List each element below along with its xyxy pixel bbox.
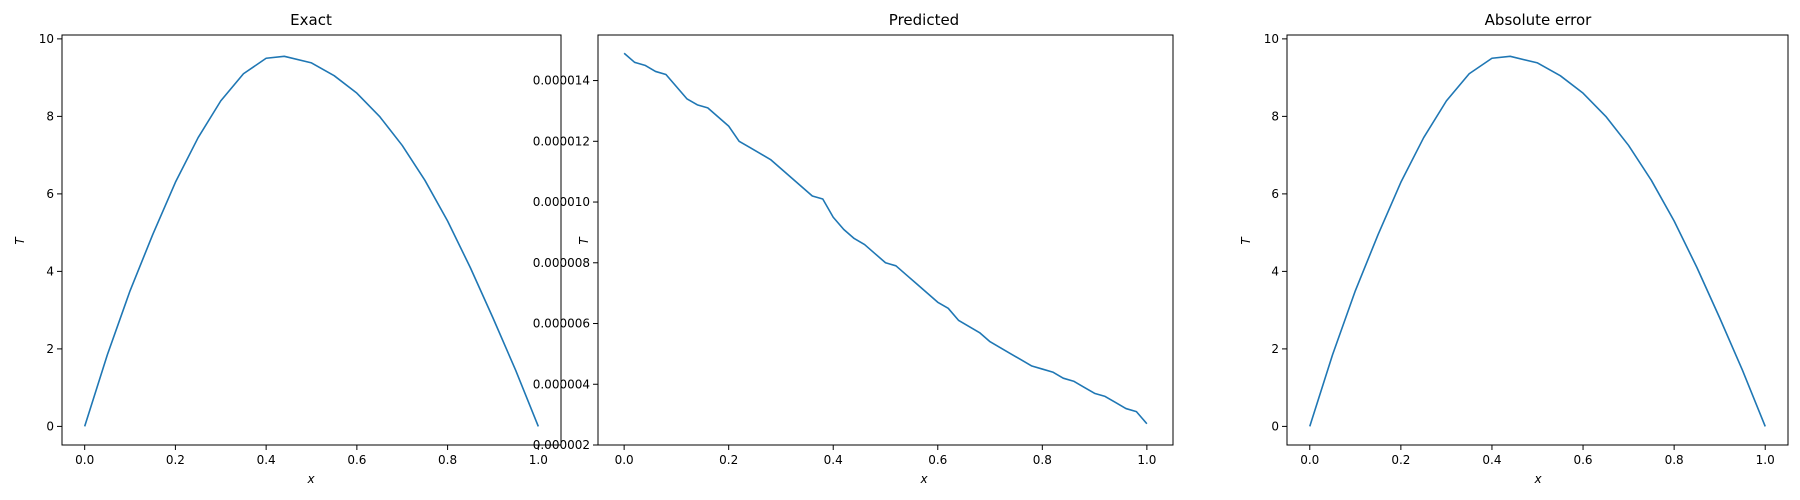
x-tick-label: 0.8 bbox=[438, 453, 457, 467]
y-tick-label: 0.000004 bbox=[533, 377, 590, 391]
x-tick-label: 0.6 bbox=[347, 453, 366, 467]
series-line bbox=[1309, 55, 1766, 427]
y-tick-label: 4 bbox=[1271, 264, 1279, 278]
x-tick-label: 0.0 bbox=[75, 453, 94, 467]
y-tick-label: 2 bbox=[1271, 342, 1279, 356]
x-tick-label: 0.4 bbox=[1482, 453, 1501, 467]
series-line bbox=[83, 55, 540, 427]
x-tick-label: 0.6 bbox=[928, 453, 947, 467]
panel-absolute-error: Absolute error x T 0.0 0.2 0.4 0.6 0.8 1.0 0 2 4… bbox=[1239, 11, 1789, 486]
x-tick-label: 1.0 bbox=[529, 453, 548, 467]
x-tick-label: 0.8 bbox=[1665, 453, 1684, 467]
x-tick-label: 0.6 bbox=[1573, 453, 1592, 467]
y-tick-label: 8 bbox=[46, 109, 54, 123]
x-tick-label: 0.4 bbox=[824, 453, 843, 467]
axes-frame bbox=[597, 34, 1174, 446]
y-tick-label: 0.000008 bbox=[533, 256, 590, 270]
y-axis-label: T bbox=[1239, 236, 1253, 245]
axes-frame bbox=[61, 34, 562, 446]
x-tick-label: 0.0 bbox=[615, 453, 634, 467]
y-tick-label: 0.000010 bbox=[533, 195, 590, 209]
x-tick-label: 0.0 bbox=[1300, 453, 1319, 467]
y-axis-label: T bbox=[13, 236, 27, 245]
x-tick-label: 0.2 bbox=[166, 453, 185, 467]
x-tick-label: 0.8 bbox=[1033, 453, 1052, 467]
y-tick-label: 0.000006 bbox=[533, 317, 590, 331]
y-axis-label: T bbox=[577, 236, 591, 245]
y-tick-label: 6 bbox=[46, 187, 54, 201]
panel-exact: Exact x T 0.0 0.2 0.4 0.6 0.8 1.0 0 2 4 6 8 10 bbox=[13, 11, 562, 486]
y-tick-label: 0 bbox=[46, 419, 54, 433]
chart-title: Predicted bbox=[889, 11, 959, 29]
panel-predicted: Predicted x T 0.0 0.2 0.4 0.6 0.8 1.0 0.000002… bbox=[533, 11, 1174, 486]
y-tick-label: 0 bbox=[1271, 419, 1279, 433]
y-tick-label: 10 bbox=[39, 32, 54, 46]
y-tick-label: 6 bbox=[1271, 187, 1279, 201]
series-line bbox=[623, 52, 1148, 425]
x-tick-label: 1.0 bbox=[1756, 453, 1775, 467]
chart-title: Absolute error bbox=[1485, 11, 1592, 29]
y-tick-label: 0.000014 bbox=[533, 74, 590, 88]
y-tick-label: 2 bbox=[46, 342, 54, 356]
y-tick-label: 0.000012 bbox=[533, 134, 590, 148]
x-axis-label: x bbox=[1533, 472, 1542, 486]
y-tick-label: 10 bbox=[1264, 32, 1279, 46]
x-axis-label: x bbox=[919, 472, 928, 486]
chart-title: Exact bbox=[290, 11, 332, 29]
x-tick-label: 1.0 bbox=[1137, 453, 1156, 467]
x-tick-label: 0.4 bbox=[257, 453, 276, 467]
y-tick-label: 0.000002 bbox=[533, 438, 590, 452]
x-tick-label: 0.2 bbox=[719, 453, 738, 467]
x-axis-label: x bbox=[306, 472, 315, 486]
y-tick-label: 4 bbox=[46, 264, 54, 278]
axes-frame bbox=[1286, 34, 1789, 446]
x-tick-label: 0.2 bbox=[1391, 453, 1410, 467]
y-tick-label: 8 bbox=[1271, 109, 1279, 123]
